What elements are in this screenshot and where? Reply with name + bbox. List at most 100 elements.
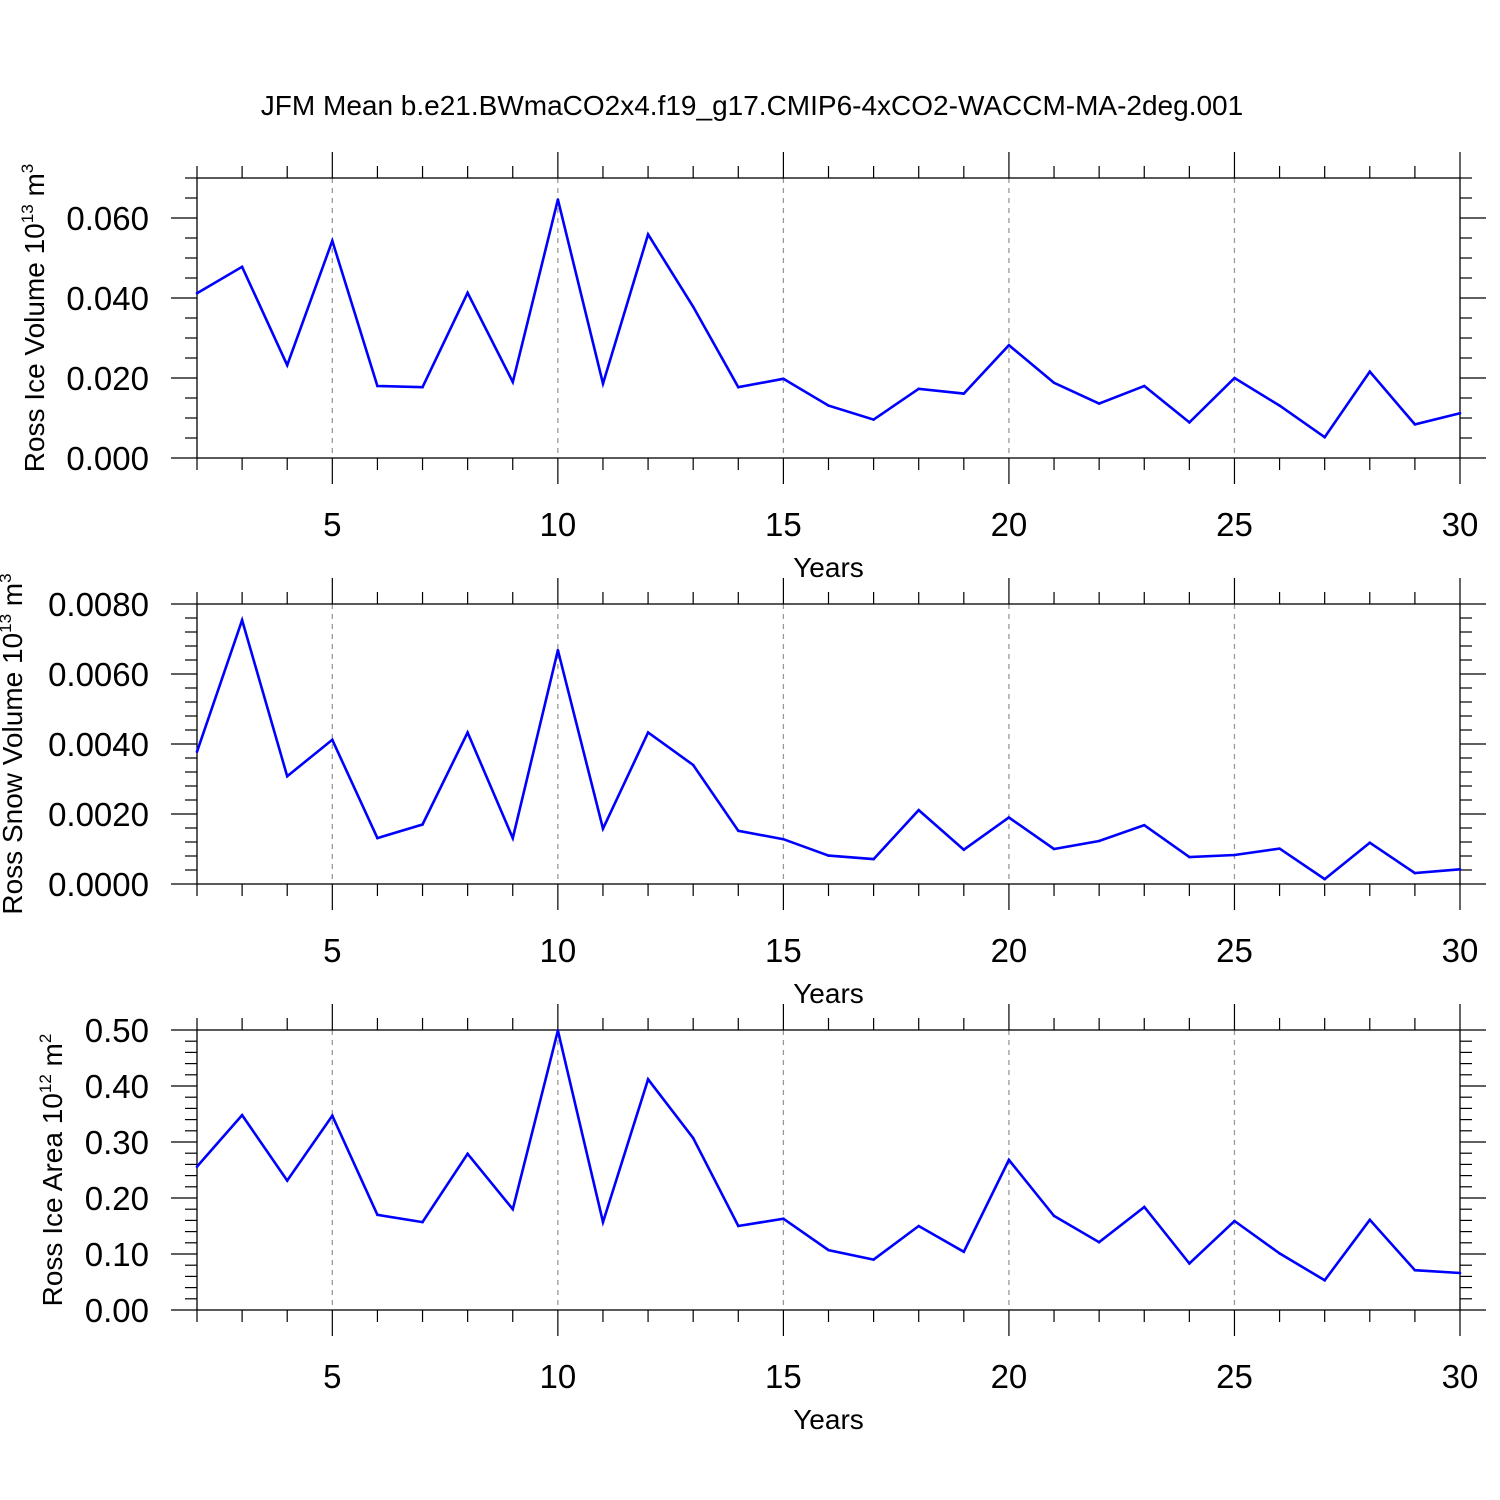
data-point bbox=[646, 1077, 650, 1081]
data-point bbox=[782, 837, 785, 841]
data-point bbox=[1233, 1219, 1236, 1223]
data-point bbox=[1368, 370, 1372, 373]
data-point bbox=[601, 382, 605, 385]
data-point bbox=[691, 763, 695, 767]
data-point bbox=[331, 1114, 334, 1117]
y-axis-label: Ross Ice Area 1012 m2 bbox=[36, 1034, 68, 1307]
data-point bbox=[1188, 421, 1191, 424]
data-point bbox=[1458, 868, 1462, 871]
data-point bbox=[195, 750, 199, 753]
data-point bbox=[195, 291, 199, 295]
x-tick-label: 25 bbox=[1216, 506, 1253, 543]
data-point bbox=[1323, 435, 1326, 439]
data-point bbox=[917, 387, 921, 391]
data-point bbox=[1142, 1205, 1146, 1209]
data-point bbox=[556, 198, 560, 201]
x-tick-label: 15 bbox=[765, 1358, 802, 1395]
data-point bbox=[736, 385, 740, 389]
data-point bbox=[782, 1217, 785, 1221]
data-point bbox=[195, 1165, 199, 1168]
data-point bbox=[1278, 404, 1281, 407]
y-tick-label: 0.000 bbox=[66, 440, 149, 477]
y-tick-label: 0.40 bbox=[85, 1068, 149, 1105]
data-point bbox=[331, 239, 334, 243]
data-point bbox=[827, 404, 830, 407]
y-tick-label: 0.10 bbox=[85, 1236, 149, 1273]
x-tick-label: 10 bbox=[539, 1358, 576, 1395]
y-tick-label: 0.0060 bbox=[48, 656, 149, 693]
data-point bbox=[511, 380, 515, 384]
y-axis-label: Ross Snow Volume 1013 m3 bbox=[0, 573, 28, 914]
series-line bbox=[195, 615, 1461, 881]
y-tick-label: 0.0020 bbox=[48, 796, 149, 833]
x-tick-label: 10 bbox=[539, 506, 576, 543]
data-point bbox=[285, 774, 289, 778]
y-tick-label: 0.30 bbox=[85, 1124, 149, 1161]
data-point bbox=[1188, 855, 1191, 859]
data-point bbox=[1188, 1262, 1191, 1265]
y-tick-label: 0.50 bbox=[85, 1012, 149, 1049]
data-point bbox=[1142, 384, 1146, 388]
data-point bbox=[1097, 1240, 1101, 1244]
series-line bbox=[196, 1030, 1461, 1283]
data-point bbox=[1413, 871, 1417, 875]
snow-volume-panel: 5 10 15 20 25 30 0.0000 0.0020 0.0040 0.0060 0.008… bbox=[0, 573, 1486, 1009]
data-point bbox=[962, 392, 966, 395]
ice-volume-panel: 5 10 15 20 25 30 0.000 0.020 0.040 0.060 Years Ross… bbox=[18, 152, 1486, 583]
y-tick-label: 0.060 bbox=[66, 200, 149, 237]
data-point bbox=[511, 1207, 515, 1211]
data-point bbox=[240, 265, 244, 269]
data-point bbox=[1007, 816, 1011, 819]
x-axis-label: Years bbox=[793, 552, 864, 583]
data-point bbox=[1278, 1252, 1281, 1255]
x-tick-label: 20 bbox=[991, 506, 1028, 543]
data-point bbox=[1142, 823, 1146, 827]
x-tick-label: 5 bbox=[323, 1358, 341, 1395]
data-point bbox=[962, 848, 966, 851]
data-point bbox=[240, 618, 244, 622]
ice-area-panel: 5 10 15 20 25 30 0.00 0.10 0.20 0.30 0.40 0.50 Years… bbox=[36, 1004, 1486, 1435]
data-point bbox=[646, 233, 650, 236]
data-point bbox=[1368, 841, 1372, 844]
data-point bbox=[1413, 1268, 1417, 1272]
data-point bbox=[1413, 423, 1417, 426]
data-point bbox=[511, 836, 515, 840]
data-point bbox=[1052, 381, 1056, 385]
plot-frame bbox=[196, 1029, 1461, 1311]
data-point bbox=[1097, 839, 1101, 843]
data-point bbox=[1458, 411, 1462, 415]
x-tick-label: 30 bbox=[1442, 1358, 1479, 1395]
data-point bbox=[1052, 847, 1056, 851]
data-point bbox=[872, 418, 875, 421]
data-point bbox=[917, 1224, 921, 1228]
data-point bbox=[601, 827, 605, 830]
data-point bbox=[827, 854, 830, 857]
x-tick-label: 25 bbox=[1216, 1358, 1253, 1395]
data-point bbox=[1007, 343, 1011, 347]
data-point bbox=[872, 1258, 875, 1261]
data-point bbox=[1458, 1271, 1462, 1275]
data-point bbox=[376, 1213, 379, 1217]
data-point bbox=[691, 1136, 695, 1140]
data-point bbox=[1097, 402, 1101, 405]
data-point bbox=[285, 1179, 289, 1182]
x-tick-label: 15 bbox=[765, 506, 802, 543]
data-point bbox=[736, 1224, 740, 1228]
data-point bbox=[240, 1113, 244, 1117]
x-tick-label: 5 bbox=[323, 506, 341, 543]
data-point bbox=[601, 1220, 605, 1224]
plot-frame bbox=[196, 177, 1461, 459]
x-tick-label: 5 bbox=[323, 932, 341, 969]
data-point bbox=[1007, 1158, 1011, 1162]
data-point bbox=[421, 385, 424, 389]
data-point bbox=[736, 829, 740, 833]
data-point bbox=[466, 731, 469, 734]
x-tick-label: 30 bbox=[1442, 506, 1479, 543]
x-axis-label: Years bbox=[793, 978, 864, 1009]
data-point bbox=[1233, 376, 1236, 380]
data-point bbox=[376, 384, 379, 388]
data-point bbox=[421, 823, 424, 826]
y-tick-label: 0.0040 bbox=[48, 726, 149, 763]
y-tick-label: 0.040 bbox=[66, 280, 149, 317]
